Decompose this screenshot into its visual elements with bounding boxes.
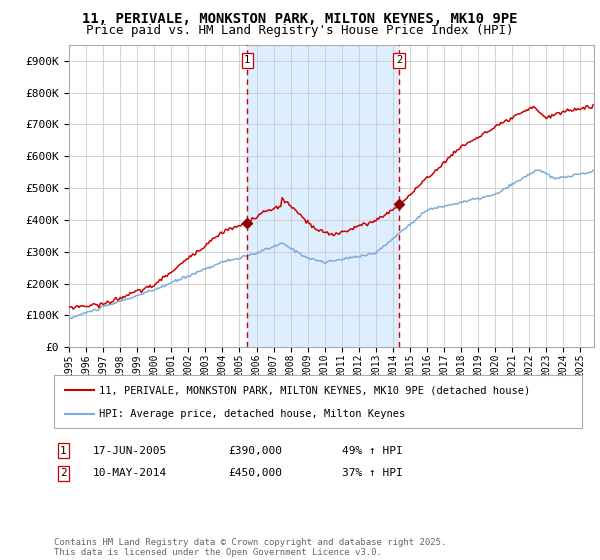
Text: 11, PERIVALE, MONKSTON PARK, MILTON KEYNES, MK10 9PE (detached house): 11, PERIVALE, MONKSTON PARK, MILTON KEYN… (99, 385, 530, 395)
Text: 2: 2 (60, 468, 67, 478)
Text: HPI: Average price, detached house, Milton Keynes: HPI: Average price, detached house, Milt… (99, 408, 405, 418)
Bar (247, 45, 399, 347)
Text: 1: 1 (244, 55, 250, 66)
Text: 11, PERIVALE, MONKSTON PARK, MILTON KEYNES, MK10 9PE: 11, PERIVALE, MONKSTON PARK, MILTON KEYN… (82, 12, 518, 26)
Text: £450,000: £450,000 (228, 468, 282, 478)
Text: Price paid vs. HM Land Registry's House Price Index (HPI): Price paid vs. HM Land Registry's House … (86, 24, 514, 37)
Text: 37% ↑ HPI: 37% ↑ HPI (342, 468, 403, 478)
Text: 49% ↑ HPI: 49% ↑ HPI (342, 446, 403, 456)
Text: 2: 2 (396, 55, 402, 66)
Text: 17-JUN-2005: 17-JUN-2005 (93, 446, 167, 456)
FancyBboxPatch shape (54, 375, 582, 428)
Text: £390,000: £390,000 (228, 446, 282, 456)
Text: 10-MAY-2014: 10-MAY-2014 (93, 468, 167, 478)
Text: 1: 1 (60, 446, 67, 456)
Text: Contains HM Land Registry data © Crown copyright and database right 2025.
This d: Contains HM Land Registry data © Crown c… (54, 538, 446, 557)
